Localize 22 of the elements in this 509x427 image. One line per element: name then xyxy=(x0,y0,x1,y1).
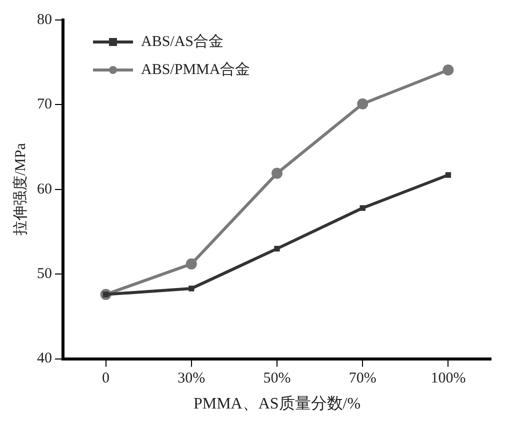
point xyxy=(274,246,280,252)
x-tick-label: 70% xyxy=(348,370,376,387)
x-tick-label: 30% xyxy=(178,370,206,387)
point xyxy=(188,286,194,292)
y-tick-label: 60 xyxy=(37,181,52,198)
point xyxy=(357,98,368,110)
y-tick-label: 40 xyxy=(37,350,52,367)
x-axis-title: PMMA、AS质量分数/% xyxy=(193,394,361,413)
legend-label: ABS/AS合金 xyxy=(141,32,224,50)
point xyxy=(442,64,454,76)
x-tick-label: 50% xyxy=(263,370,291,387)
y-tick-label: 80 xyxy=(37,12,52,28)
y-tick-label: 70 xyxy=(37,96,52,113)
point xyxy=(445,172,452,178)
point xyxy=(272,168,282,179)
y-axis-title: 拉伸强度/MPa xyxy=(12,142,29,236)
x-tick-label: 100% xyxy=(430,370,466,387)
x-tick-label: 0 xyxy=(102,370,110,387)
point xyxy=(360,205,366,211)
point xyxy=(186,258,197,270)
legend-label: ABS/PMMA合金 xyxy=(141,60,250,78)
y-tick-label: 50 xyxy=(37,266,52,282)
